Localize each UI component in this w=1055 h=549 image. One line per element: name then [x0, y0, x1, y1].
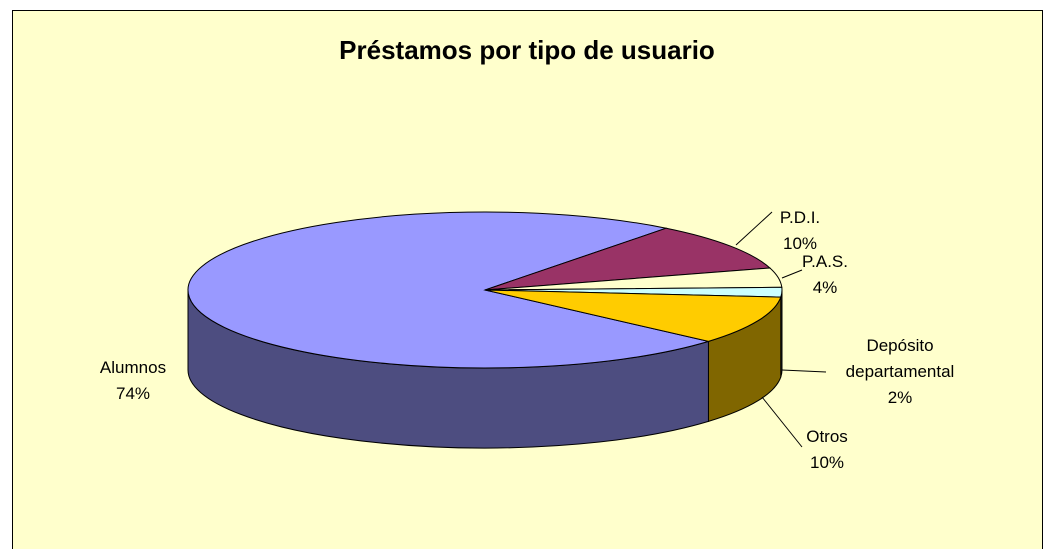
- data-label: Depósito departamental 2%: [835, 333, 965, 411]
- label-value: 4%: [812, 278, 838, 297]
- label-value: 74%: [115, 384, 151, 403]
- label-value: 10%: [782, 234, 818, 253]
- data-label: Alumnos 74%: [58, 355, 208, 407]
- label-value: 10%: [809, 453, 845, 472]
- label-name: P.A.S.: [802, 252, 848, 271]
- label-name: Otros: [806, 427, 848, 446]
- chart-title: Préstamos por tipo de usuario: [339, 35, 715, 65]
- data-label: P.D.I. 10%: [725, 205, 875, 257]
- label-name: P.D.I.: [779, 208, 821, 227]
- data-label: Otros 10%: [752, 424, 902, 476]
- label-name: Alumnos: [99, 358, 167, 377]
- label-value: 2%: [887, 388, 913, 407]
- leader-line: [781, 369, 827, 373]
- pie-slice: [484, 289, 782, 342]
- label-name: Depósito departamental: [845, 336, 955, 381]
- leader-line: [735, 211, 773, 246]
- pie-slice: [187, 211, 711, 369]
- leader-line: [761, 396, 803, 448]
- pie-slice: [484, 227, 772, 291]
- leader-line: [781, 269, 803, 279]
- data-label: P.A.S. 4%: [750, 249, 900, 301]
